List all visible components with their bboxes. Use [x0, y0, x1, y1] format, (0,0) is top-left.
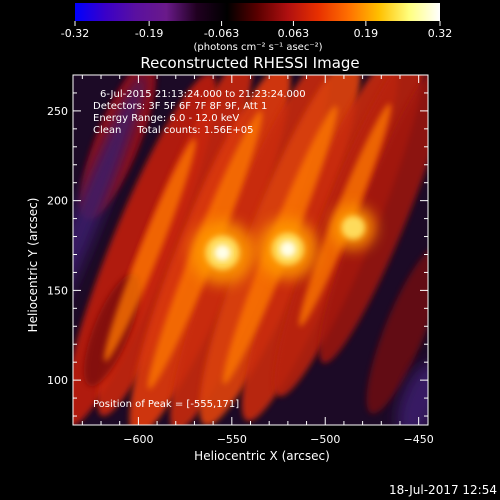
- annotation-detectors: Detectors: 3F 5F 6F 7F 8F 9F, Att 1: [93, 101, 267, 112]
- heatmap-ridge: [104, 138, 196, 362]
- x-axis: −600 −550 −500 −450: [81, 75, 434, 446]
- heatmap-layer: [73, 75, 428, 425]
- heatmap-image: [73, 75, 428, 425]
- heatmap-negative-region: [73, 75, 147, 369]
- colorbar-ticks: -0.32 -0.19 -0.063 0.063 0.19 0.32: [61, 21, 452, 40]
- heatmap-negative-region: [397, 362, 428, 425]
- colorbar-tick-label: 0.063: [278, 27, 310, 40]
- colorbar-tick-label: -0.32: [61, 27, 89, 40]
- colorbar-gradient: [75, 3, 440, 21]
- heatmap-streak: [366, 246, 428, 414]
- y-tick-label: 150: [47, 284, 68, 297]
- y-tick-label: 250: [47, 105, 68, 118]
- x-tick-label: −500: [310, 433, 340, 446]
- annotation-clean-counts: Clean Total counts: 1.56E+05: [93, 125, 253, 136]
- y-axis: 100 150 200 250: [47, 74, 428, 417]
- chart-title: Reconstructed RHESSI Image: [140, 54, 359, 72]
- y-tick-label: 100: [47, 374, 68, 387]
- annotation-time-range: 6-Jul-2015 21:13:24.000 to 21:23:24.000: [100, 89, 306, 100]
- colorbar-tick-label: 0.19: [354, 27, 379, 40]
- heatmap-streak: [97, 75, 253, 417]
- source-core: [341, 215, 366, 240]
- colorbar: -0.32 -0.19 -0.063 0.063 0.19 0.32 (photons c…: [61, 3, 452, 53]
- colorbar-tick-label: -0.063: [204, 27, 239, 40]
- x-axis-label: Heliocentric X (arcsec): [194, 449, 330, 463]
- x-tick-label: −600: [123, 433, 153, 446]
- image-annotations: 6-Jul-2015 21:13:24.000 to 21:23:24.000 …: [93, 89, 306, 410]
- y-axis-label: Heliocentric Y (arcsec): [26, 198, 40, 333]
- colorbar-tick-label: 0.32: [428, 27, 453, 40]
- colorbar-unit-label: (photons cm⁻² s⁻¹ asec⁻²): [193, 42, 322, 53]
- source-peak: [214, 244, 231, 261]
- annotation-peak-position: Position of Peak = [-555,171]: [93, 399, 239, 410]
- heatmap-streak: [319, 75, 428, 364]
- y-tick-label: 200: [47, 195, 68, 208]
- x-tick-label: −450: [404, 433, 434, 446]
- source-peak: [279, 241, 296, 258]
- x-tick-label: −550: [217, 433, 247, 446]
- colorbar-tick-label: -0.19: [135, 27, 163, 40]
- footer-timestamp: 18-Jul-2017 12:54: [389, 483, 497, 497]
- annotation-energy-range: Energy Range: 6.0 - 12.0 keV: [93, 113, 239, 124]
